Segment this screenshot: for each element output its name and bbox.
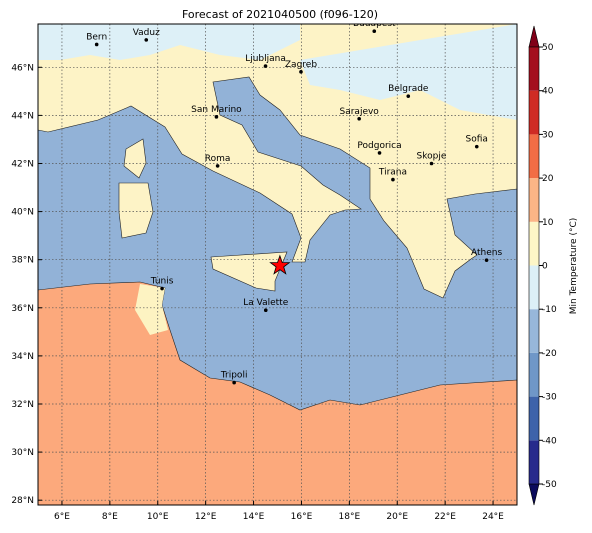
- colorbar-band: [529, 221, 539, 266]
- x-tick-label: 20°E: [386, 512, 408, 522]
- city-label: Athens: [471, 248, 502, 258]
- sardinia: [118, 182, 154, 239]
- y-tick-label: 32°N: [11, 400, 34, 410]
- city-label: Roma: [205, 154, 231, 164]
- x-tick-label: 6°E: [54, 512, 70, 522]
- y-tick-label: 42°N: [11, 159, 34, 169]
- city-dot: [372, 29, 377, 34]
- axes: 6°E 8°E 10°E 12°E 14°E 16°E 18°E 20°E 22°E 24°E 28…: [11, 63, 504, 522]
- map-frame: [37, 23, 518, 506]
- x-tick-label: 24°E: [482, 512, 504, 522]
- city-dot: [474, 144, 479, 149]
- colorbar-tick-label: -10: [542, 305, 557, 315]
- colorbar-tick-label: 20: [542, 174, 554, 184]
- city-label: Budapest: [353, 19, 396, 29]
- x-tick-label: 18°E: [339, 512, 361, 522]
- sicily: [210, 251, 288, 292]
- city-label: Podgorica: [357, 141, 401, 151]
- city-dot: [391, 177, 395, 182]
- colorbar-tick-label: -50: [542, 480, 557, 490]
- corsica: [123, 138, 147, 179]
- y-tick-label: 38°N: [11, 256, 34, 266]
- city-label: La Valette: [243, 298, 288, 308]
- colorbar-tick-label: 40: [542, 87, 554, 97]
- x-tick-label: 16°E: [291, 512, 313, 522]
- y-tick-label: 40°N: [11, 208, 34, 218]
- colorbar-band: [529, 47, 539, 91]
- colorbar-tick-label: 30: [542, 130, 554, 140]
- city-dot: [232, 380, 236, 385]
- city-label: Tunis: [150, 277, 174, 287]
- location-star: [269, 254, 291, 275]
- city-dot: [144, 38, 149, 42]
- city-dot: [263, 308, 268, 312]
- grid: [38, 24, 517, 505]
- city-label: Skopje: [417, 151, 447, 161]
- colorbar-band: [529, 352, 539, 397]
- x-tick-label: 10°E: [147, 512, 169, 522]
- colorbar-band: [529, 90, 539, 135]
- city-dot: [429, 161, 434, 166]
- x-tick-label: 8°E: [102, 512, 118, 522]
- city-label: Tripoli: [220, 371, 248, 381]
- colorbar-band: [529, 178, 539, 222]
- colorbar-band: [529, 265, 539, 310]
- city-dot: [160, 286, 164, 291]
- colorbar-tick-label: 0: [542, 262, 548, 272]
- city-dot: [215, 164, 220, 168]
- city-label: Vaduz: [133, 28, 160, 38]
- city-dot: [406, 94, 411, 98]
- tunisia-warm-patch: [135, 284, 168, 335]
- colorbar-tick-label: -40: [542, 436, 557, 446]
- colorbar-band: [529, 440, 539, 484]
- colorbar-band: [529, 309, 539, 353]
- colorbar-tick-label: -30: [542, 393, 557, 403]
- y-tick-label: 28°N: [11, 496, 34, 506]
- colorbar-tick-label: 50: [542, 43, 554, 53]
- y-tick-label: 36°N: [11, 304, 34, 314]
- colorbar-tick-label: -20: [542, 349, 557, 359]
- x-tick-label: 22°E: [434, 512, 456, 522]
- colorbar-extend-max: [528, 25, 540, 48]
- city-dot: [357, 116, 361, 121]
- colorbar-band: [529, 134, 539, 179]
- y-tick-label: 30°N: [11, 448, 34, 458]
- city-label: Tirana: [378, 168, 407, 178]
- city-dot: [214, 115, 219, 119]
- city-label: Sofia: [466, 135, 488, 145]
- colorbar: -50 -40 -30 -20 -10 0 10 20 30 40 50: [528, 25, 557, 506]
- city-dot: [299, 70, 303, 74]
- city-label: San Marino: [191, 105, 242, 115]
- city-dot: [484, 258, 489, 262]
- x-tick-label: 14°E: [243, 512, 265, 522]
- city-label: Belgrade: [388, 84, 429, 94]
- y-tick-label: 34°N: [11, 352, 34, 362]
- colorbar-tick-label: 10: [542, 218, 554, 228]
- y-tick-label: 44°N: [11, 111, 34, 121]
- city-dot: [377, 151, 382, 155]
- x-tick-label: 12°E: [195, 512, 217, 522]
- colorbar-extend-min: [528, 483, 540, 506]
- colorbar-band: [529, 396, 539, 441]
- title: Forecast of 2021040500 (f096-120): [182, 8, 378, 21]
- city-dot: [263, 64, 268, 68]
- city-label: Bern: [86, 32, 107, 42]
- balkan-cold-patch: [300, 24, 517, 120]
- city-dot: [94, 42, 99, 47]
- city-label: Ljubljana: [245, 54, 286, 64]
- city-label: Zagreb: [285, 60, 317, 70]
- colorbar-label: Min Temperature (°C): [569, 218, 579, 315]
- city-label: Sarajevo: [340, 107, 380, 117]
- alps-cold-patch: [38, 24, 300, 60]
- y-tick-label: 46°N: [11, 63, 34, 73]
